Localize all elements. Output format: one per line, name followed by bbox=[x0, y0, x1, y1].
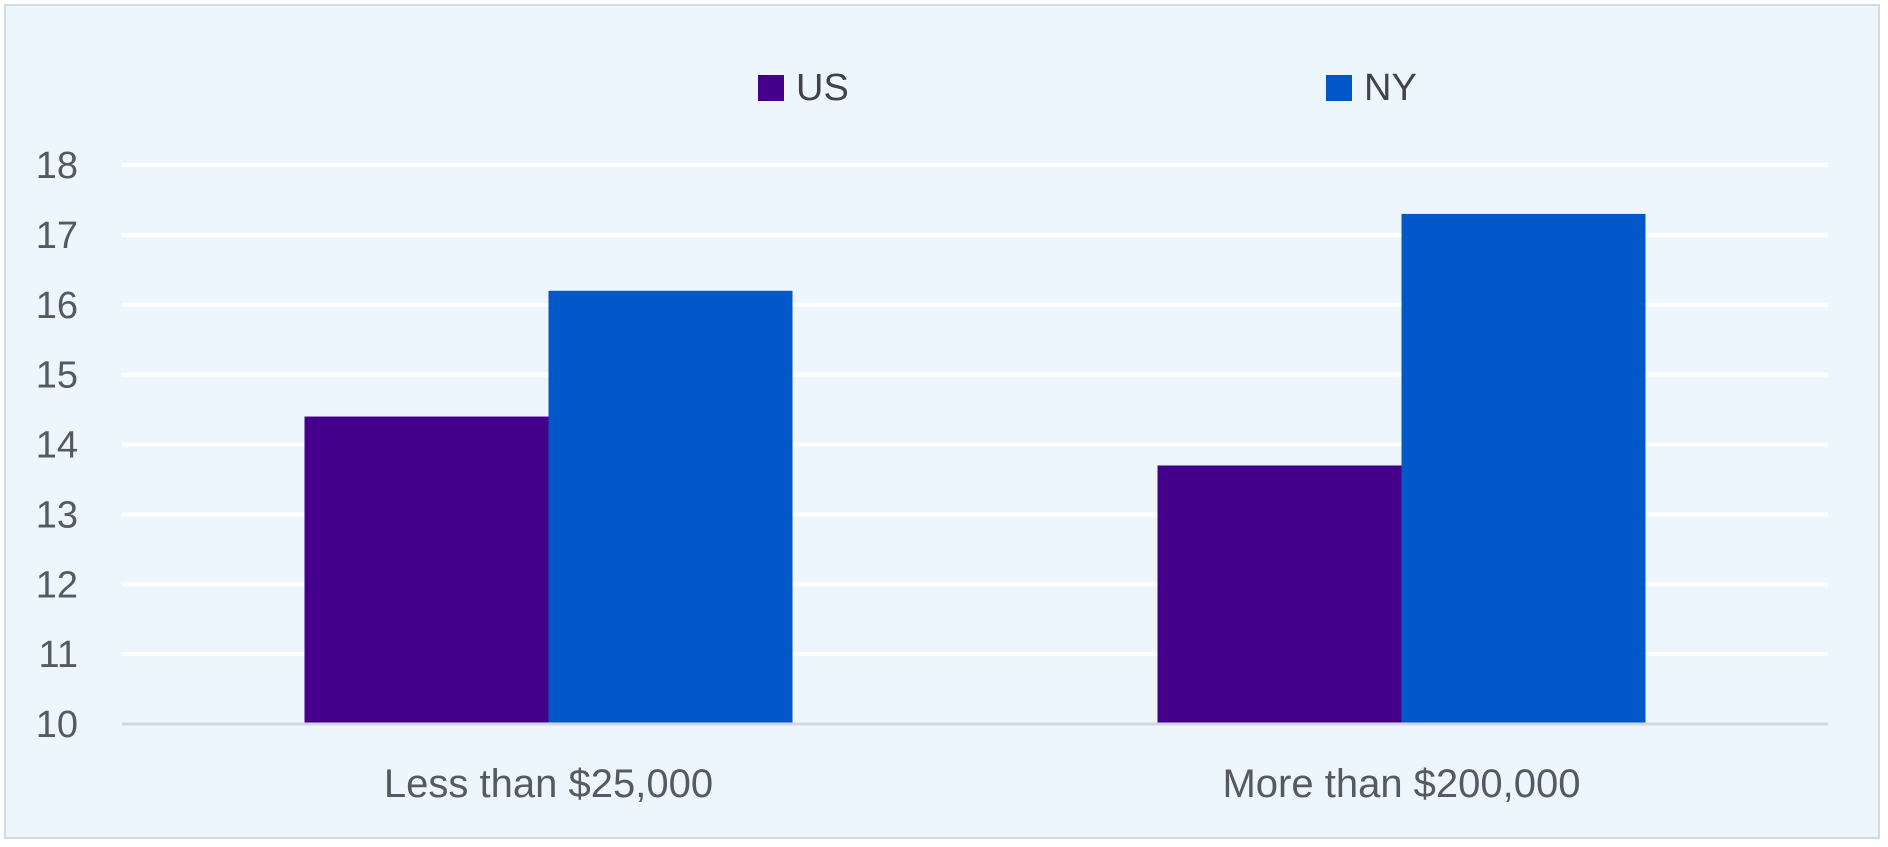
legend-swatch-ny bbox=[1326, 75, 1352, 101]
bars bbox=[304, 213, 1646, 724]
y-tick-label: 17 bbox=[36, 215, 78, 257]
y-tick-label: 18 bbox=[36, 145, 78, 187]
y-tick-label: 13 bbox=[36, 494, 78, 536]
legend-label-us: US bbox=[796, 67, 849, 109]
y-tick-label: 15 bbox=[36, 355, 78, 397]
y-tick-label: 14 bbox=[36, 425, 78, 467]
y-tick-label: 11 bbox=[39, 634, 78, 676]
legend-label-ny: NY bbox=[1364, 67, 1417, 109]
bar-us-0 bbox=[304, 416, 549, 724]
y-tick-label: 12 bbox=[36, 564, 78, 606]
x-category-label: More than $200,000 bbox=[1222, 762, 1580, 806]
bar-ny-1 bbox=[1401, 213, 1646, 724]
y-tick-label: 10 bbox=[36, 704, 78, 746]
bar-ny-0 bbox=[548, 290, 793, 724]
bar-us-1 bbox=[1157, 465, 1402, 724]
x-category-label: Less than $25,000 bbox=[384, 762, 713, 806]
x-axis-category-labels: Less than $25,000 More than $200,000 bbox=[384, 762, 1581, 806]
legend-swatch-us bbox=[758, 75, 784, 101]
legend: US NY bbox=[758, 67, 1417, 109]
y-axis-tick-labels: 10 11 12 13 14 15 16 17 18 bbox=[36, 145, 78, 746]
y-tick-label: 16 bbox=[36, 285, 78, 327]
